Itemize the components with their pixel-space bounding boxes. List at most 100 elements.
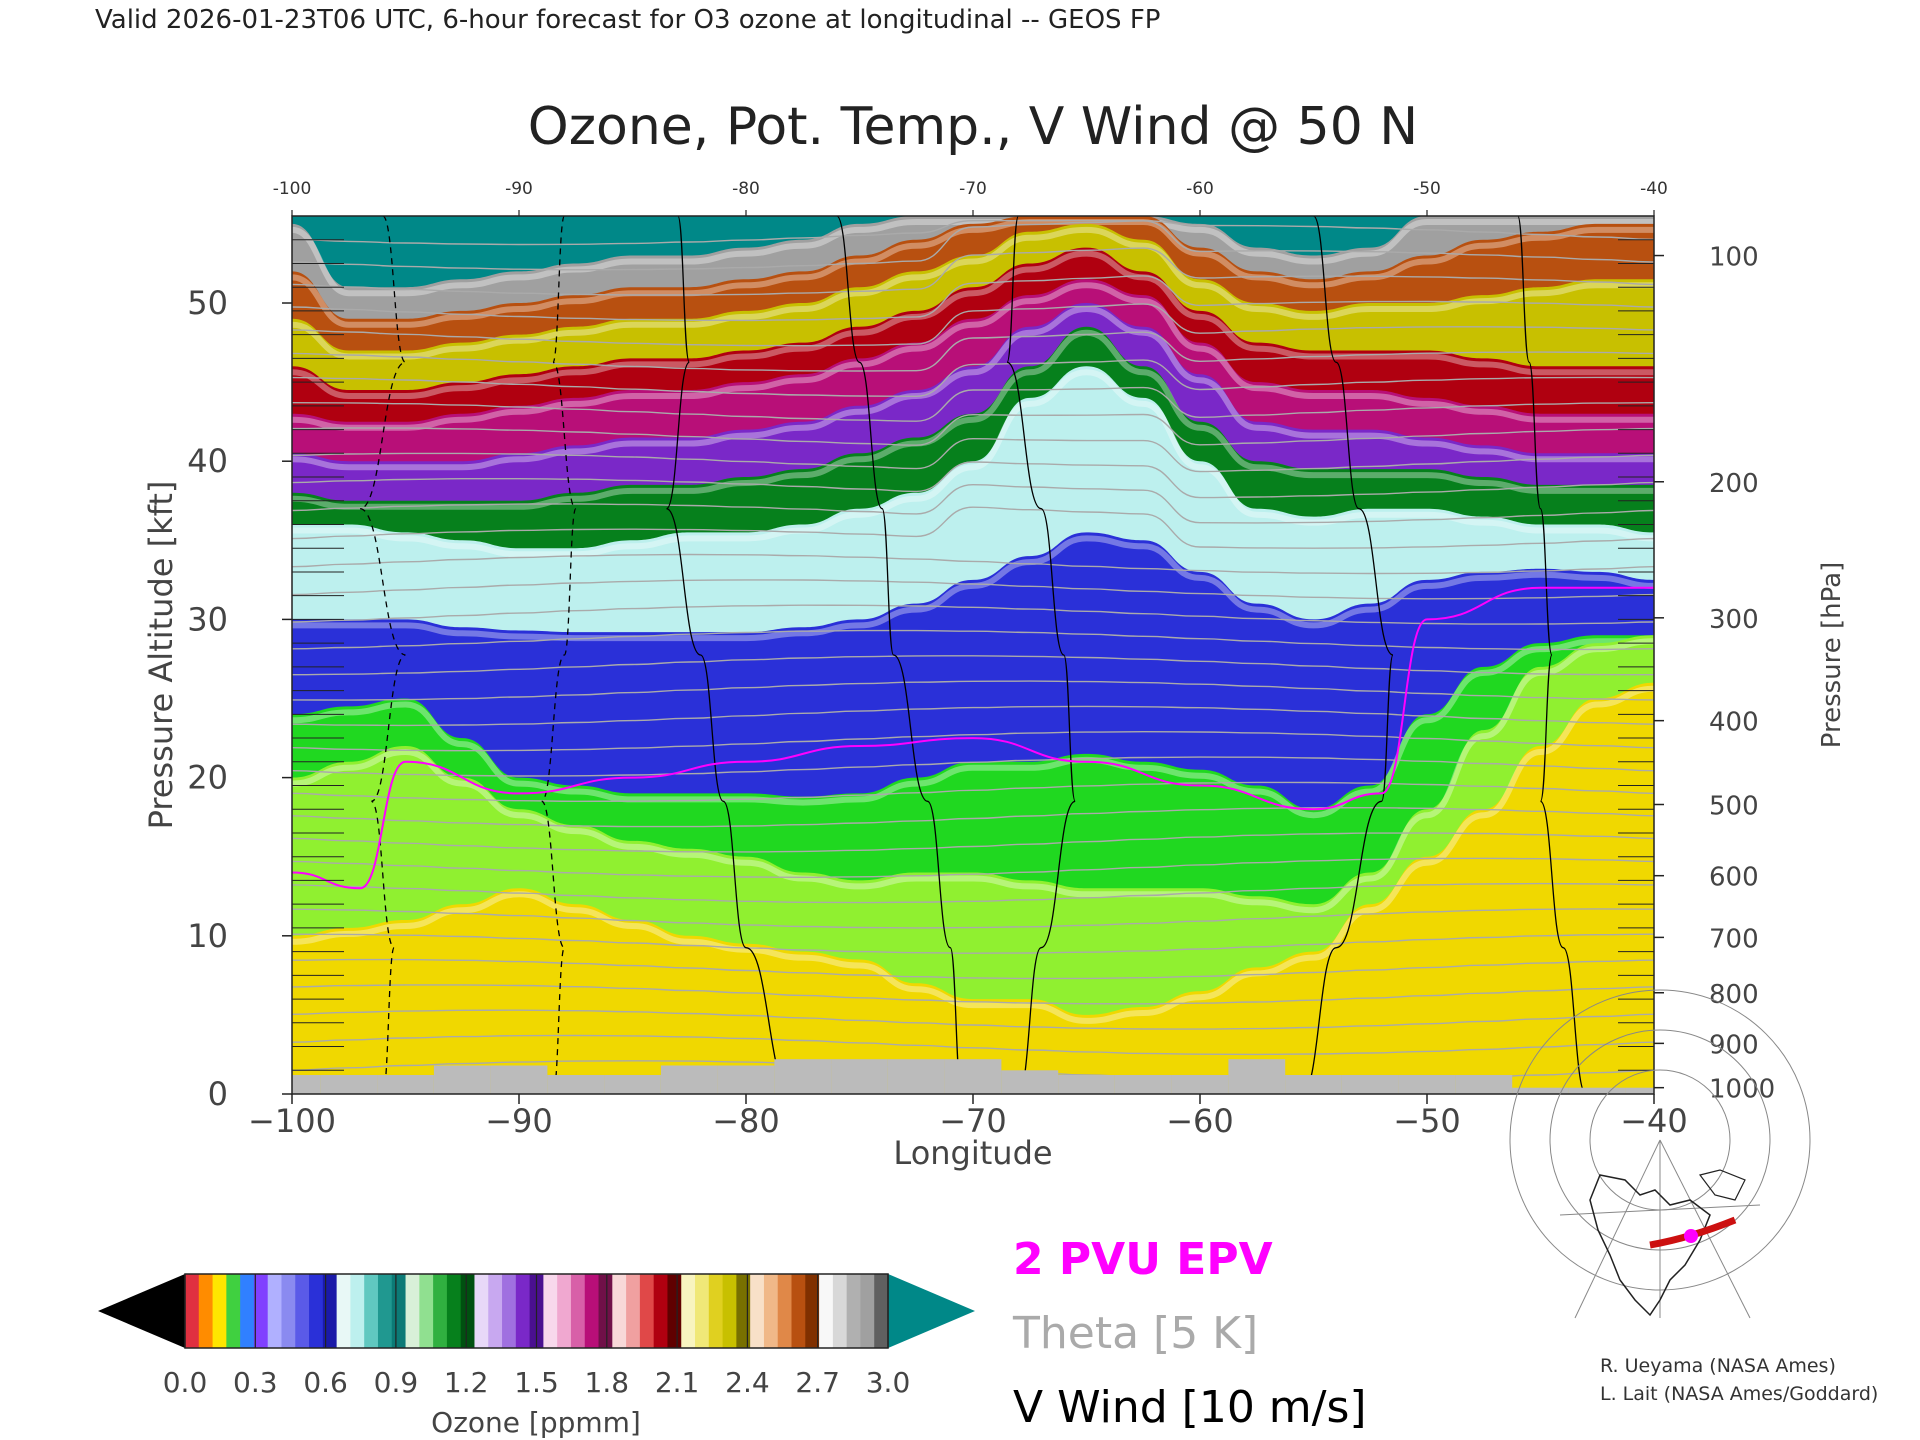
colorbar-tick-label: 2.7 xyxy=(795,1366,840,1399)
theta-contour-line xyxy=(292,413,1654,446)
colorbar-step xyxy=(419,1274,434,1348)
legend-theta: Theta [5 K] xyxy=(1012,1308,1258,1359)
colorbar-high-arrow xyxy=(888,1274,975,1348)
ozone-band-highlight xyxy=(292,638,1654,914)
theta-contour-line xyxy=(292,359,1654,398)
colorbar-tick-label: 1.5 xyxy=(514,1366,559,1399)
terrain-block xyxy=(1568,1087,1626,1094)
terrain-block xyxy=(1512,1087,1569,1094)
terrain-block xyxy=(887,1059,945,1094)
theta-contour-line xyxy=(292,461,1654,499)
theta-contour-line xyxy=(292,1009,1654,1030)
terrain-block xyxy=(1455,1075,1513,1094)
theta-contour-line xyxy=(292,219,1654,246)
colorbar-step xyxy=(309,1274,324,1348)
vwind-contour-line xyxy=(1517,216,1587,1094)
x-tick-label: −70 xyxy=(939,1102,1007,1140)
colorbar-step xyxy=(391,1274,407,1348)
pressure-tick-label: 900 xyxy=(1709,1030,1759,1060)
colorbar-step xyxy=(791,1274,806,1348)
colorbar-step xyxy=(212,1274,227,1348)
x-top-tick-label: -60 xyxy=(1186,179,1214,199)
ozone-contour-fill xyxy=(292,216,1654,1094)
colorbar-step xyxy=(557,1274,572,1348)
terrain-block xyxy=(320,1075,378,1094)
y-tick-label: 20 xyxy=(187,759,228,797)
pressure-tick-label: 1000 xyxy=(1709,1075,1775,1105)
terrain-block xyxy=(1625,1087,1654,1094)
ozone-band-highlight xyxy=(292,282,1654,431)
vwind-contours xyxy=(292,216,1654,1094)
colorbar-step xyxy=(667,1274,682,1348)
terrain-block xyxy=(944,1059,1002,1094)
x-top-tick-label: -80 xyxy=(732,179,760,199)
x-top-tick-label: -70 xyxy=(959,179,987,199)
colorbar-step xyxy=(639,1274,655,1348)
colorbar-step xyxy=(695,1274,710,1348)
theta-contour-line xyxy=(292,506,1654,549)
colorbar-step xyxy=(598,1274,613,1348)
theta-contour-line xyxy=(292,908,1654,929)
vwind-contour-line xyxy=(665,216,792,1094)
inset-map-coastline xyxy=(1589,1174,1711,1317)
pressure-tick-label: 600 xyxy=(1709,863,1759,893)
theta-contour-line xyxy=(292,781,1654,803)
colorbar-step xyxy=(681,1274,696,1348)
x-axis-top: -100 -90 -80 -70 -60 -50 -40 xyxy=(273,179,1668,216)
colorbar-step xyxy=(377,1274,393,1348)
colorbar-tick-label: 0.9 xyxy=(374,1366,419,1399)
colorbar-step xyxy=(350,1274,365,1348)
colorbar-step xyxy=(185,1274,200,1348)
colorbar-step xyxy=(446,1274,462,1348)
colorbar-step xyxy=(750,1274,765,1348)
colorbar-step xyxy=(488,1274,503,1348)
colorbar-step xyxy=(433,1274,448,1348)
vwind-contour-line xyxy=(1301,216,1394,1094)
vwind-contour-line xyxy=(1006,216,1076,1094)
ozone-band-highlight xyxy=(292,685,1654,1024)
credit-line-1: R. Ueyama (NASA Ames) xyxy=(1600,1355,1836,1377)
colorbar-step xyxy=(405,1274,420,1348)
colorbar-step xyxy=(763,1274,779,1348)
terrain-block xyxy=(660,1065,718,1094)
theta-contour-line xyxy=(292,437,1654,473)
colorbar-step xyxy=(240,1274,255,1348)
terrain-block xyxy=(1341,1075,1399,1094)
colorbar-step xyxy=(502,1274,517,1348)
pressure-tick-label: 200 xyxy=(1709,469,1759,499)
terrain-block xyxy=(1171,1075,1229,1094)
theta-contour-line xyxy=(292,730,1654,752)
x-top-tick-label: -90 xyxy=(505,179,533,199)
vwind-contour-line xyxy=(836,216,963,1094)
ozone-band-highlight xyxy=(292,305,1654,471)
colorbar-tick-label: 1.2 xyxy=(444,1366,489,1399)
pressure-tick-label: 500 xyxy=(1709,791,1759,821)
terrain-mask xyxy=(292,1059,1654,1094)
x-top-tick-label: -40 xyxy=(1640,179,1668,199)
ozone-band xyxy=(292,682,1654,1094)
theta-contour-line xyxy=(292,933,1654,954)
theta-contour-line xyxy=(292,832,1654,853)
colorbar-step xyxy=(515,1274,531,1348)
theta-contour-line xyxy=(292,220,1654,271)
inset-map-meridian xyxy=(1574,1139,1661,1319)
y-tick-label: 10 xyxy=(187,917,228,955)
theta-contour-line xyxy=(292,386,1654,422)
theta-contour-line xyxy=(292,857,1654,879)
terrain-block xyxy=(377,1075,434,1094)
colorbar-step xyxy=(860,1274,875,1348)
colorbar-step xyxy=(336,1274,352,1348)
theta-contour-line xyxy=(292,1034,1654,1056)
colorbar-low-arrow xyxy=(98,1274,185,1348)
colorbar-step xyxy=(267,1274,283,1348)
valid-time-text: Valid 2026-01-23T06 UTC, 6-hour forecast… xyxy=(95,5,1160,35)
theta-contour-line xyxy=(292,247,1654,296)
x-tick-label: −80 xyxy=(712,1102,780,1140)
colorbar-step xyxy=(612,1274,627,1348)
colorbar-step xyxy=(281,1274,296,1348)
x-axis-label: Longitude xyxy=(893,1134,1052,1172)
theta-contour-line xyxy=(292,331,1654,372)
x-top-tick-label: -100 xyxy=(273,179,312,199)
theta-contour-line xyxy=(292,984,1654,1005)
colorbar-tick-label: 0.0 xyxy=(163,1366,208,1399)
